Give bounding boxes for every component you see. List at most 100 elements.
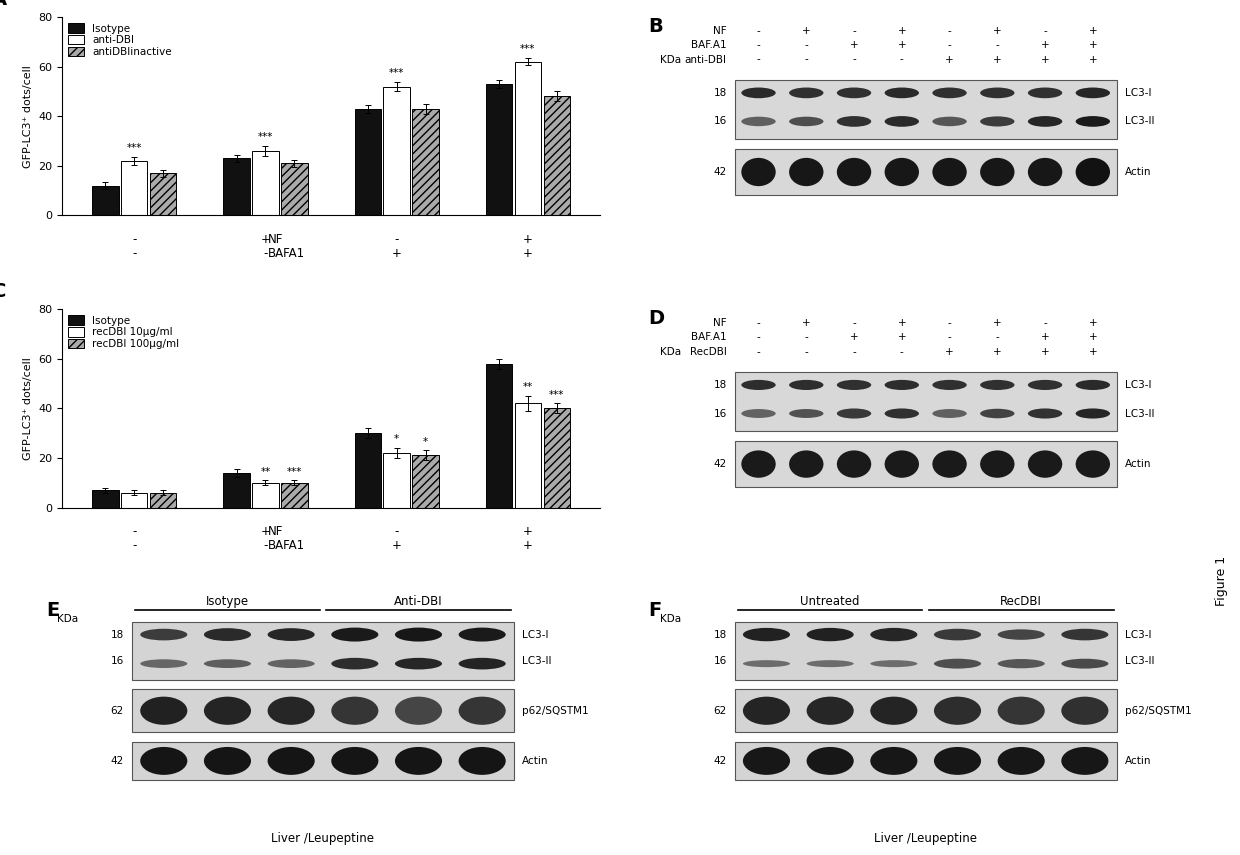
Text: *: *	[423, 437, 428, 447]
Ellipse shape	[268, 659, 315, 668]
Ellipse shape	[268, 697, 315, 725]
Text: -: -	[263, 540, 268, 552]
Ellipse shape	[1028, 409, 1063, 419]
Text: 42: 42	[713, 756, 727, 766]
Ellipse shape	[998, 629, 1045, 640]
Text: +: +	[523, 233, 533, 246]
Ellipse shape	[459, 697, 506, 725]
Text: ***: ***	[258, 133, 273, 142]
Bar	[515, 404, 541, 508]
Ellipse shape	[837, 158, 872, 186]
Ellipse shape	[331, 697, 378, 725]
Text: ***: ***	[286, 467, 303, 476]
Text: +: +	[802, 26, 811, 36]
Bar	[412, 456, 439, 508]
Text: NF: NF	[268, 233, 284, 246]
Ellipse shape	[980, 116, 1014, 127]
Ellipse shape	[934, 747, 981, 775]
Ellipse shape	[932, 380, 967, 390]
Text: -: -	[263, 247, 268, 260]
Ellipse shape	[789, 158, 823, 186]
Ellipse shape	[742, 409, 776, 418]
Ellipse shape	[870, 697, 918, 725]
Text: -: -	[947, 40, 951, 50]
Text: p62/SQSTM1: p62/SQSTM1	[522, 705, 589, 716]
Text: KDa: KDa	[660, 55, 681, 64]
Ellipse shape	[742, 87, 776, 98]
Bar	[543, 97, 570, 215]
Text: A: A	[0, 0, 7, 9]
Ellipse shape	[998, 697, 1045, 725]
Ellipse shape	[1075, 87, 1110, 98]
Bar	[355, 109, 381, 215]
Text: -: -	[805, 40, 808, 50]
Text: +: +	[1089, 55, 1097, 64]
Bar	[281, 163, 308, 215]
Bar	[412, 109, 439, 215]
Text: LC3-II: LC3-II	[522, 657, 552, 666]
Ellipse shape	[837, 87, 872, 98]
Ellipse shape	[1061, 658, 1109, 669]
Text: RecDBI: RecDBI	[1001, 595, 1042, 608]
Bar	[515, 62, 541, 215]
Ellipse shape	[980, 380, 1014, 390]
Ellipse shape	[998, 659, 1045, 669]
Ellipse shape	[203, 659, 250, 668]
Text: **: **	[523, 382, 533, 392]
Bar	[355, 433, 381, 508]
Text: 42: 42	[713, 167, 727, 177]
Text: BAFA1: BAFA1	[268, 540, 305, 552]
Bar	[122, 161, 148, 215]
Text: +: +	[898, 26, 906, 36]
Text: -: -	[131, 233, 136, 246]
Ellipse shape	[140, 697, 187, 725]
Legend: Isotype, recDBI 10μg/ml, recDBI 100μg/ml: Isotype, recDBI 10μg/ml, recDBI 100μg/ml	[67, 315, 180, 351]
Text: Actin: Actin	[1125, 167, 1151, 177]
Text: KDa: KDa	[660, 346, 681, 357]
Text: -: -	[852, 346, 856, 357]
Text: 16: 16	[713, 409, 727, 418]
Text: +: +	[260, 233, 270, 246]
Text: NF: NF	[713, 26, 727, 36]
Text: +: +	[1040, 55, 1049, 64]
Bar	[734, 372, 1117, 432]
Text: 16: 16	[110, 657, 124, 666]
Bar	[223, 473, 249, 508]
Text: Figure 1: Figure 1	[1215, 557, 1228, 606]
Text: +: +	[802, 318, 811, 328]
Text: KDa: KDa	[57, 615, 78, 624]
Ellipse shape	[806, 660, 853, 667]
Text: Liver /Leupeptine: Liver /Leupeptine	[272, 832, 374, 845]
Ellipse shape	[837, 116, 872, 127]
Text: +: +	[993, 55, 1002, 64]
Text: C: C	[0, 282, 6, 301]
Bar	[131, 622, 515, 680]
Text: D: D	[649, 310, 665, 328]
Text: E: E	[46, 601, 60, 620]
Text: +: +	[523, 540, 533, 552]
Ellipse shape	[742, 158, 776, 186]
Ellipse shape	[932, 409, 967, 418]
Text: -: -	[756, 55, 760, 64]
Text: Anti-DBI: Anti-DBI	[394, 595, 443, 608]
Ellipse shape	[806, 747, 853, 775]
Text: NF: NF	[713, 318, 727, 328]
Text: NF: NF	[268, 525, 284, 539]
Text: +: +	[1089, 318, 1097, 328]
Text: -: -	[394, 525, 399, 539]
Ellipse shape	[394, 747, 443, 775]
Text: -: -	[805, 55, 808, 64]
Ellipse shape	[140, 628, 187, 640]
Ellipse shape	[870, 628, 918, 641]
Text: -: -	[756, 40, 760, 50]
Text: Liver /Leupeptine: Liver /Leupeptine	[874, 832, 977, 845]
Text: -: -	[947, 333, 951, 342]
Bar	[734, 80, 1117, 139]
Bar	[150, 174, 176, 215]
Text: +: +	[945, 346, 954, 357]
Text: **: **	[260, 467, 270, 476]
Text: +: +	[898, 333, 906, 342]
Text: LC3-I: LC3-I	[1125, 88, 1151, 97]
Bar	[92, 490, 119, 508]
Bar	[252, 483, 279, 508]
